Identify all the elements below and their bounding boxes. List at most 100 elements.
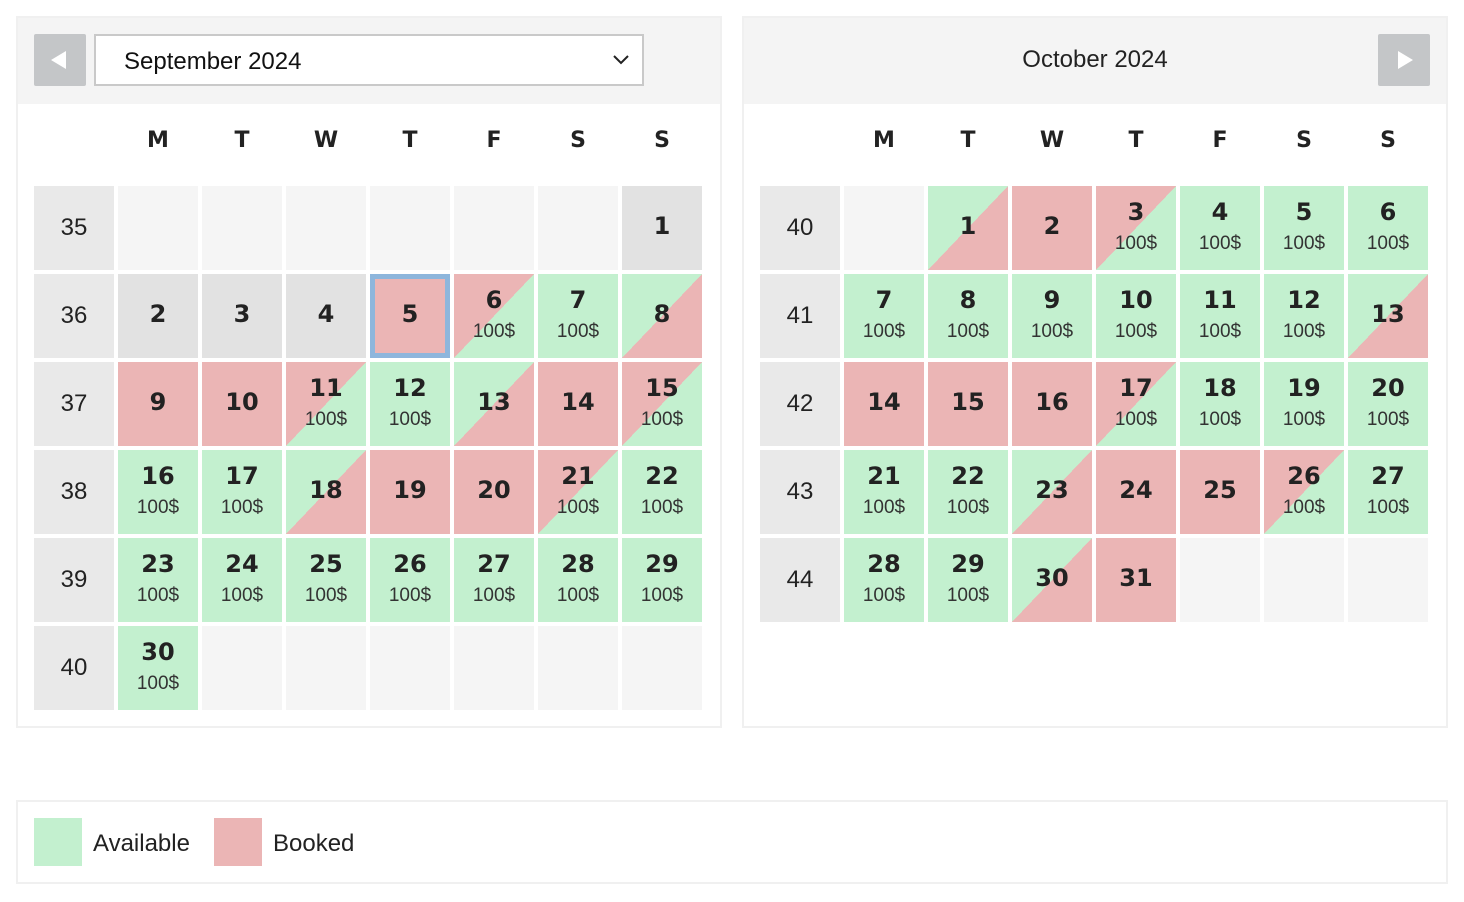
day-number: 26	[393, 550, 427, 578]
day-cell-available[interactable]: 9 100$	[1012, 274, 1092, 358]
day-cell-available[interactable]: 8 100$	[928, 274, 1008, 358]
day-cell-checkin[interactable]: 1	[928, 186, 1008, 270]
day-cell-past: 4	[286, 274, 366, 358]
day-cell-available[interactable]: 12 100$	[1264, 274, 1344, 358]
day-cell-available[interactable]: 29 100$	[928, 538, 1008, 622]
day-cell-available[interactable]: 23 100$	[118, 538, 198, 622]
day-cell-available[interactable]: 20 100$	[1348, 362, 1428, 446]
week-number-label: 35	[60, 214, 88, 241]
day-number: 22	[645, 462, 679, 490]
day-cell-available[interactable]: 26 100$	[370, 538, 450, 622]
week-number-label: 36	[60, 302, 88, 329]
day-number: 24	[225, 550, 259, 578]
day-cell-available[interactable]: 30 100$	[118, 626, 198, 710]
week-number-label: 43	[786, 478, 814, 505]
day-price: 100$	[1030, 321, 1074, 342]
day-cell-checkout[interactable]: 3 100$	[1096, 186, 1176, 270]
legend-available-label: Available	[93, 830, 190, 857]
next-month-button[interactable]	[1378, 34, 1430, 86]
day-cell-past: 1	[622, 186, 702, 270]
day-cell-checkout[interactable]: 15 100$	[622, 362, 702, 446]
week-number: 36	[34, 274, 114, 358]
week-number: 40	[760, 186, 840, 270]
week-number: 39	[34, 538, 114, 622]
day-cell-checkin[interactable]: 18	[286, 450, 366, 534]
day-cell-available[interactable]: 22 100$	[622, 450, 702, 534]
week-number-label: 44	[786, 566, 814, 593]
day-cell-available[interactable]: 24 100$	[202, 538, 282, 622]
day-cell-checkin[interactable]: 13	[454, 362, 534, 446]
day-price: 100$	[640, 497, 684, 518]
day-number: 5	[1295, 198, 1313, 226]
day-number: 30	[141, 638, 175, 666]
day-cell-checkout[interactable]: 6 100$	[454, 274, 534, 358]
day-cell-booked: 14	[538, 362, 618, 446]
day-cell-available[interactable]: 27 100$	[1348, 450, 1428, 534]
week-number-label: 40	[60, 654, 88, 681]
day-cell-checkin[interactable]: 13	[1348, 274, 1428, 358]
day-price: 100$	[946, 497, 990, 518]
day-price: 100$	[862, 497, 906, 518]
day-price: 100$	[136, 585, 180, 606]
day-cell-checkout[interactable]: 11 100$	[286, 362, 366, 446]
weekday-header: T	[402, 128, 418, 153]
day-cell-available[interactable]: 25 100$	[286, 538, 366, 622]
day-cell-available[interactable]: 27 100$	[454, 538, 534, 622]
day-number: 17	[1119, 374, 1153, 402]
day-cell-checkin[interactable]: 30	[1012, 538, 1092, 622]
prev-month-button[interactable]	[34, 34, 86, 86]
day-cell-booked: 2	[1012, 186, 1092, 270]
day-price: 100$	[220, 585, 264, 606]
day-price: 100$	[1282, 321, 1326, 342]
day-cell-available[interactable]: 7 100$	[538, 274, 618, 358]
day-number: 6	[1379, 198, 1397, 226]
day-cell-available[interactable]: 11 100$	[1180, 274, 1260, 358]
day-cell-booked: 31	[1096, 538, 1176, 622]
day-cell-available[interactable]: 18 100$	[1180, 362, 1260, 446]
day-cell-available[interactable]: 7 100$	[844, 274, 924, 358]
day-cell-checkout[interactable]: 26 100$	[1264, 450, 1344, 534]
empty-day-cell	[118, 186, 198, 270]
day-number: 19	[393, 476, 427, 504]
day-cell-available[interactable]: 16 100$	[118, 450, 198, 534]
day-number: 18	[309, 476, 343, 504]
empty-day-cell	[202, 626, 282, 710]
day-cell-available[interactable]: 22 100$	[928, 450, 1008, 534]
day-cell-available[interactable]: 17 100$	[202, 450, 282, 534]
day-number: 10	[225, 388, 259, 416]
day-cell-available[interactable]: 12 100$	[370, 362, 450, 446]
day-cell-available[interactable]: 21 100$	[844, 450, 924, 534]
day-cell-available[interactable]: 29 100$	[622, 538, 702, 622]
day-cell-available[interactable]: 28 100$	[538, 538, 618, 622]
empty-day-cell	[286, 186, 366, 270]
calendar-month-september: September 2024 M T W T F S S 35 1 36 2 3 4 5 6 100$ 7 100…	[16, 16, 722, 728]
day-cell-available[interactable]: 19 100$	[1264, 362, 1344, 446]
month-select[interactable]: September 2024	[94, 34, 644, 86]
day-cell-available[interactable]: 5 100$	[1264, 186, 1344, 270]
day-number: 11	[1203, 286, 1237, 314]
empty-day-cell	[1180, 538, 1260, 622]
day-cell-checkout[interactable]: 21 100$	[538, 450, 618, 534]
day-cell-checkout[interactable]: 17 100$	[1096, 362, 1176, 446]
day-number: 9	[149, 388, 167, 416]
day-cell-available[interactable]: 6 100$	[1348, 186, 1428, 270]
week-number-label: 40	[786, 214, 814, 241]
day-number: 15	[951, 388, 985, 416]
day-cell-checkin[interactable]: 23	[1012, 450, 1092, 534]
weekday-header: F	[1212, 128, 1228, 153]
legend-booked-label: Booked	[273, 830, 355, 857]
day-cell-available[interactable]: 4 100$	[1180, 186, 1260, 270]
day-number: 4	[1211, 198, 1229, 226]
day-number: 24	[1119, 476, 1153, 504]
day-cell-available[interactable]: 10 100$	[1096, 274, 1176, 358]
day-cell-booked: 16	[1012, 362, 1092, 446]
day-cell-available[interactable]: 28 100$	[844, 538, 924, 622]
weekday-header: W	[313, 128, 339, 153]
day-price: 100$	[862, 585, 906, 606]
day-number: 14	[561, 388, 595, 416]
week-number-label: 42	[786, 390, 814, 417]
day-cell-booked: 25	[1180, 450, 1260, 534]
day-price: 100$	[640, 585, 684, 606]
day-cell-checkin[interactable]: 8	[622, 274, 702, 358]
day-price: 100$	[1114, 233, 1158, 254]
